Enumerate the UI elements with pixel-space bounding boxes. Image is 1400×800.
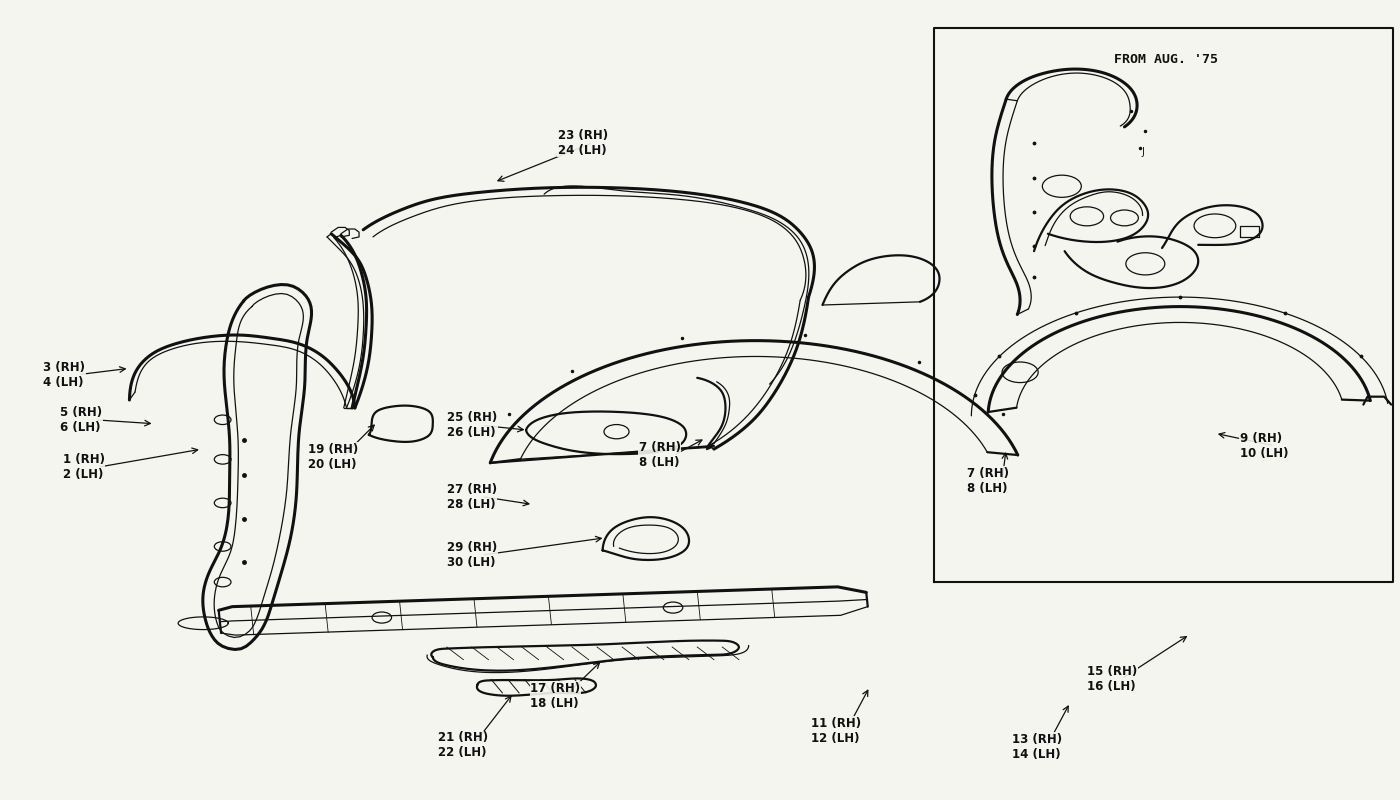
Text: 5 (RH)
6 (LH): 5 (RH) 6 (LH): [60, 406, 102, 434]
Text: 25 (RH)
26 (LH): 25 (RH) 26 (LH): [447, 411, 497, 439]
Text: 19 (RH)
20 (LH): 19 (RH) 20 (LH): [308, 443, 358, 471]
Text: 17 (RH)
18 (LH): 17 (RH) 18 (LH): [531, 682, 581, 710]
Text: 7 (RH)
8 (LH): 7 (RH) 8 (LH): [967, 466, 1009, 494]
Text: 15 (RH)
16 (LH): 15 (RH) 16 (LH): [1086, 665, 1137, 693]
Text: 9 (RH)
10 (LH): 9 (RH) 10 (LH): [1240, 432, 1288, 460]
Text: 11 (RH)
12 (LH): 11 (RH) 12 (LH): [812, 717, 861, 745]
Text: 21 (RH)
22 (LH): 21 (RH) 22 (LH): [438, 731, 489, 759]
Text: 3 (RH)
4 (LH): 3 (RH) 4 (LH): [43, 361, 85, 389]
Text: 27 (RH)
28 (LH): 27 (RH) 28 (LH): [447, 482, 497, 510]
Text: 23 (RH)
24 (LH): 23 (RH) 24 (LH): [559, 129, 608, 157]
Text: 13 (RH)
14 (LH): 13 (RH) 14 (LH): [1012, 733, 1061, 761]
Text: 1 (RH)
2 (LH): 1 (RH) 2 (LH): [63, 454, 105, 482]
Text: FROM AUG. '75: FROM AUG. '75: [1114, 53, 1218, 66]
Text: J: J: [1141, 146, 1144, 157]
Text: 7 (RH)
8 (LH): 7 (RH) 8 (LH): [638, 442, 680, 470]
Text: 29 (RH)
30 (LH): 29 (RH) 30 (LH): [447, 541, 497, 569]
